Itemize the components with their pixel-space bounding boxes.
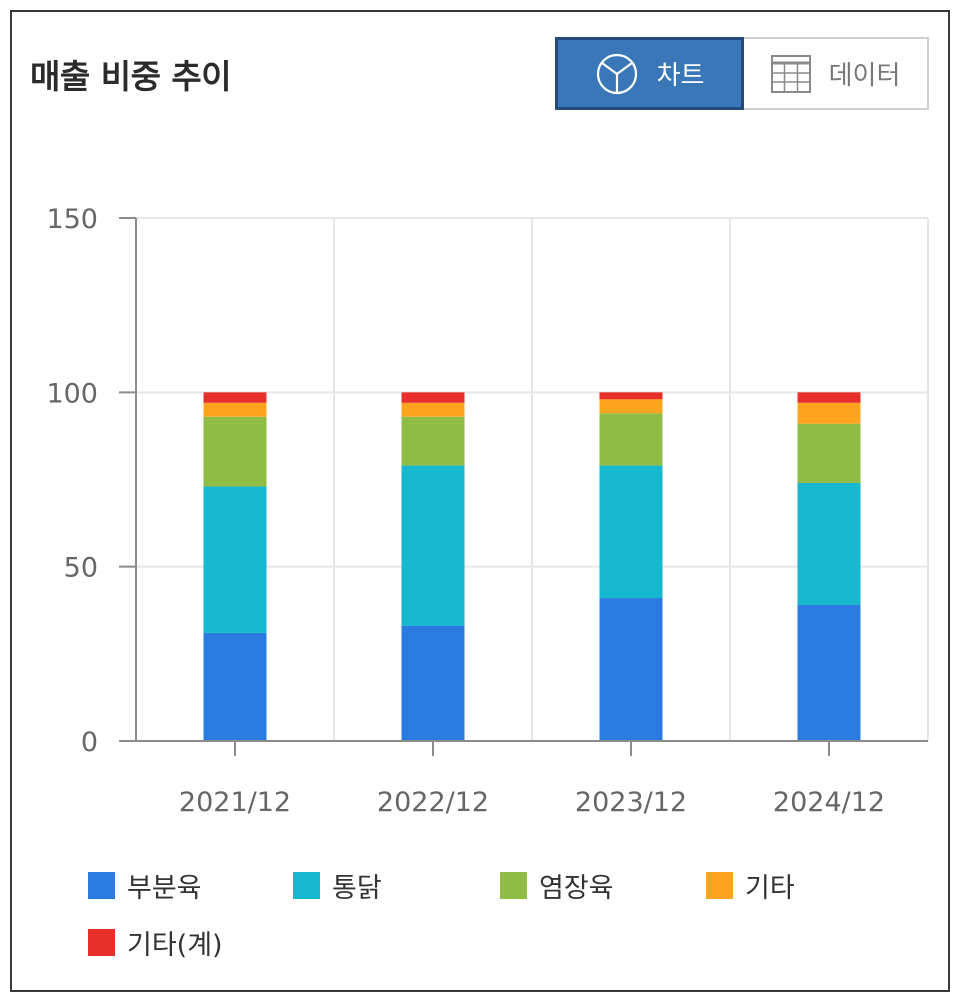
table-grid-icon <box>770 54 811 93</box>
legend-item[interactable]: 통닭 <box>293 866 382 905</box>
bar-segment <box>401 392 465 403</box>
bar-segment <box>203 632 267 741</box>
y-tick-label: 0 <box>81 727 98 758</box>
legend-item[interactable]: 부분육 <box>88 866 202 905</box>
x-tick-label: 2022/12 <box>377 787 489 818</box>
chart-title: 매출 비중 추이 <box>30 57 232 96</box>
bar-segment <box>599 465 663 599</box>
legend-swatch <box>293 872 320 899</box>
legend-swatch <box>706 872 733 899</box>
legend-item[interactable]: 기타(계) <box>88 923 223 962</box>
y-tick-label: 50 <box>64 553 98 584</box>
bar-segment <box>797 392 861 403</box>
legend-label: 기타(계) <box>127 930 223 961</box>
bar-segment <box>203 402 267 417</box>
bar-segment <box>797 605 861 741</box>
chart-view-label: 차트 <box>656 61 705 91</box>
chart-view-button[interactable]: 차트 <box>555 37 744 110</box>
bar-segment <box>203 416 267 487</box>
legend-item[interactable]: 기타 <box>706 866 795 905</box>
chart-card <box>10 10 950 992</box>
stacked-bar-chart: 0 50 100 150 2021/12 2022/12 2023/12 2024/12 <box>46 204 929 818</box>
bar-segment <box>203 486 267 633</box>
x-tick-label: 2023/12 <box>575 787 687 818</box>
legend-item[interactable]: 염장육 <box>500 866 614 905</box>
bar-segment <box>599 399 663 414</box>
y-tick-label: 150 <box>46 204 98 235</box>
legend-label: 부분육 <box>127 873 202 904</box>
y-tick-label: 100 <box>46 378 98 409</box>
legend-swatch <box>88 929 115 956</box>
bar-segment <box>797 402 861 424</box>
bar-segment <box>599 413 663 466</box>
legend-label: 기타 <box>745 873 795 904</box>
x-tick-label: 2024/12 <box>773 787 885 818</box>
bar-segment <box>401 402 465 417</box>
bar-segment <box>797 482 861 606</box>
bar-segment <box>401 465 465 626</box>
data-view-label: 데이터 <box>828 61 901 91</box>
bar-segment <box>599 598 663 741</box>
bar-segment <box>401 625 465 741</box>
legend-label: 염장육 <box>539 873 614 904</box>
bar-segment <box>401 416 465 466</box>
x-tick-label: 2021/12 <box>179 787 291 818</box>
data-view-button[interactable]: 데이터 <box>744 37 929 110</box>
bar-segment <box>203 392 267 403</box>
bar-segment <box>599 392 663 400</box>
bar-segment <box>797 423 861 483</box>
legend-swatch <box>88 872 115 899</box>
legend-label: 통닭 <box>332 873 382 904</box>
legend-swatch <box>500 872 527 899</box>
view-toggle: 차트 데이터 <box>555 37 929 110</box>
pie-chart-icon <box>595 52 639 96</box>
